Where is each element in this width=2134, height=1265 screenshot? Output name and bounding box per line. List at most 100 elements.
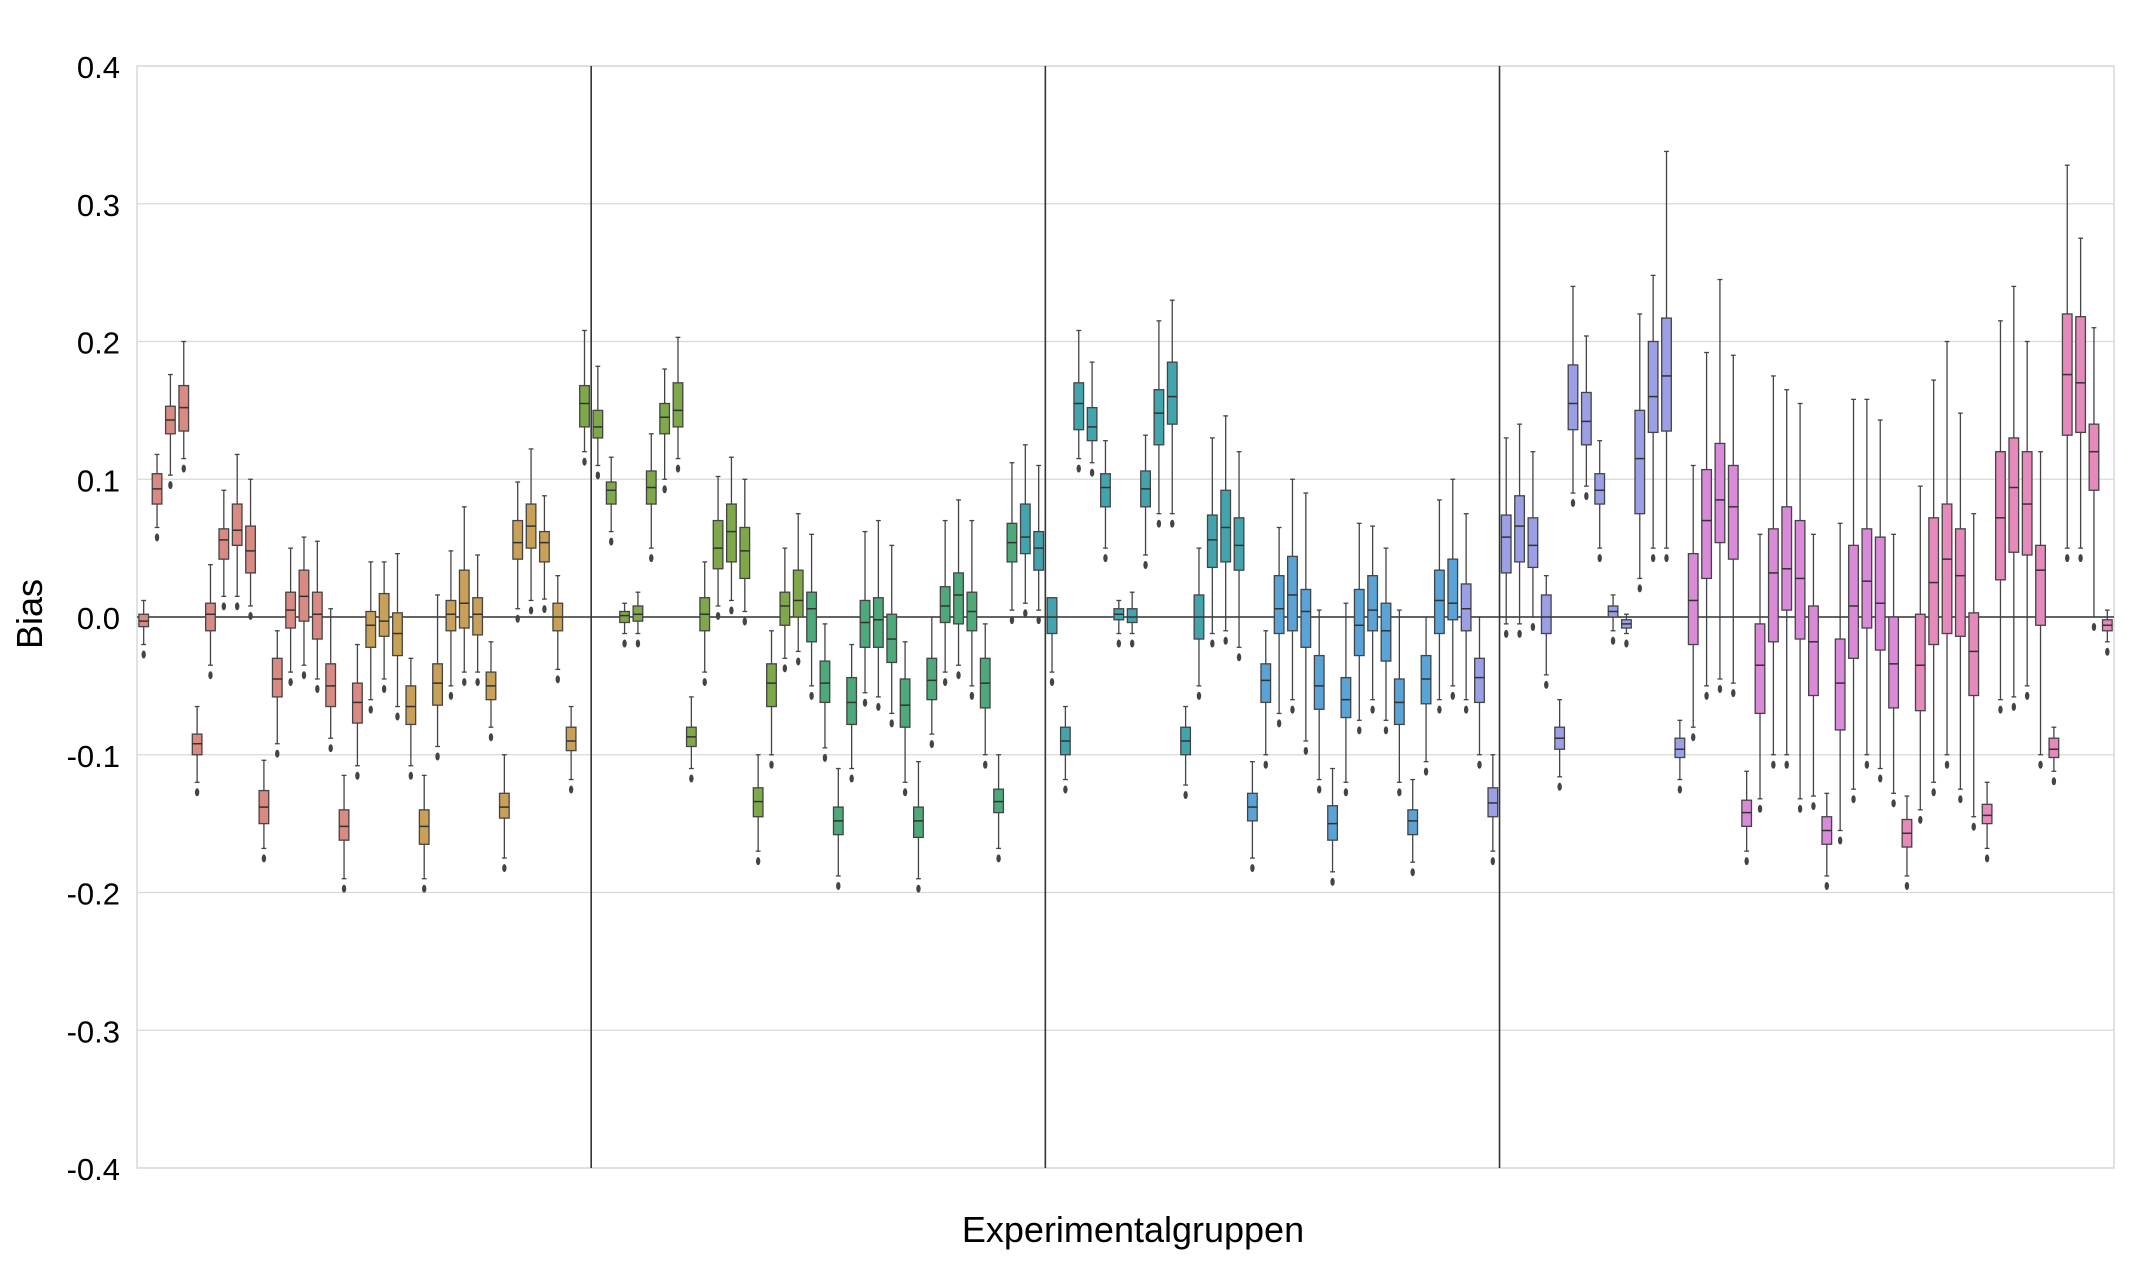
outlier-point [1143,561,1148,570]
outlier-point [1931,788,1936,797]
boxplot [1393,609,1405,797]
boxplot [993,754,1005,863]
box-iqr [405,685,417,726]
box-iqr [739,526,751,580]
outlier-point [862,698,868,707]
outlier-point [609,537,614,546]
outlier-point [1303,746,1309,755]
box-iqr [859,599,871,648]
box-iqr [1206,514,1218,569]
boxplot [832,767,844,890]
boxplot [231,453,243,611]
outlier-point [435,752,440,761]
outlier-point [154,533,160,542]
y-tick-label: 0.0 [77,601,120,636]
boxplot [485,641,497,742]
boxplot [1380,547,1392,735]
box-iqr [1540,594,1552,635]
boxplot [2101,609,2113,656]
box-iqr [1874,536,1886,651]
outlier-point [1250,864,1255,873]
outlier-point [622,639,627,648]
boxplot [1340,602,1352,797]
boxplot [1433,499,1445,714]
box-iqr [953,572,964,625]
outlier-point [381,684,387,693]
outlier-point [2011,702,2017,711]
box-iqr [1634,409,1646,515]
outlier-point [1477,760,1482,769]
outlier-point [1717,684,1723,693]
box-iqr [1848,544,1859,659]
outlier-point [969,691,975,700]
outlier-point [1704,691,1709,700]
boxplot [1153,320,1165,528]
boxplot [2035,451,2046,769]
boxplot [178,340,190,473]
box-iqr [1981,803,1993,825]
boxplot [1821,792,1833,890]
box-iqr [1460,583,1472,632]
box-iqr [1447,558,1459,621]
outlier-point [568,785,574,794]
boxplot [1714,278,1726,693]
boxplot [899,641,911,797]
box-iqr [498,792,510,819]
outlier-point [408,771,414,780]
outlier-point [1998,705,2003,714]
boxplot [672,336,684,473]
boxplot [1567,285,1579,508]
boxplot [1834,522,1846,845]
outlier-point [942,678,948,687]
outlier-point [649,554,654,563]
boxplot [886,544,898,728]
boxplot [1460,513,1472,714]
box-iqr [1220,489,1232,563]
outlier-point [1731,689,1736,698]
boxplot [1981,781,1993,863]
outlier-point [1837,836,1843,845]
boxplot [792,513,804,666]
outlier-point [1063,785,1068,794]
box-iqr [245,525,257,574]
boxplot [1701,351,1713,700]
boxplot [1514,423,1526,638]
boxplot [2088,327,2100,631]
boxplot [699,561,711,687]
outlier-point [1918,815,1923,824]
boxplot [1059,705,1071,794]
boxplot [1273,526,1285,728]
box-iqr [1019,503,1031,555]
boxplot [1140,434,1151,570]
outlier-point [1383,726,1389,735]
box-iqr [1674,737,1686,759]
boxplot [1954,412,1966,804]
boxplot [1607,594,1619,645]
box-iqr [458,569,470,629]
outlier-point [1210,639,1215,648]
outlier-point [809,691,814,700]
boxplot [926,616,938,749]
boxplot [472,554,484,687]
outlier-point [301,671,307,680]
boxplot [338,774,350,893]
box-iqr [1994,451,2006,581]
boxplot [1353,522,1365,735]
outlier-point [2091,623,2097,631]
outlier-point [1330,877,1335,886]
boxplot [565,705,577,794]
box-iqr [1727,464,1739,560]
boxplot [1754,533,1766,813]
outlier-point [1490,857,1496,866]
outlier-point [1463,705,1469,714]
outlier-point [1637,584,1642,593]
boxplot [1727,354,1739,698]
outlier-point [1183,791,1188,800]
outlier-point [715,611,721,620]
boxplot [2021,340,2033,700]
box-iqr [472,597,484,636]
boxplot [1874,419,1886,783]
outlier-point [1276,719,1282,728]
outlier-point [662,485,667,494]
boxplot [779,547,791,673]
